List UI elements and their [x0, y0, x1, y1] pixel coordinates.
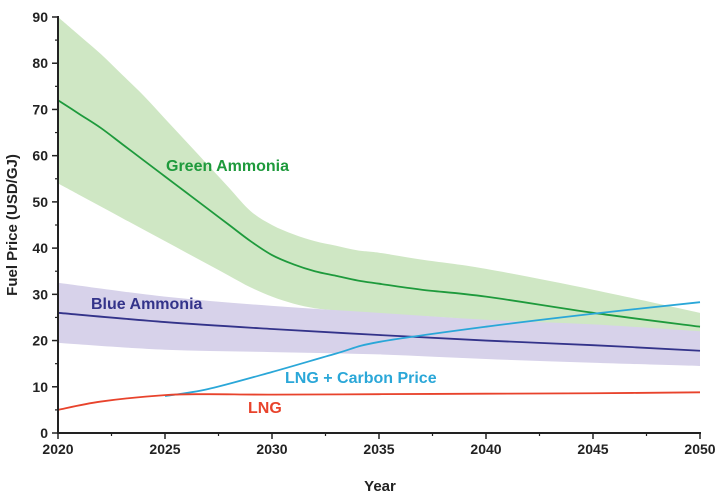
band-blue-ammonia	[58, 282, 700, 366]
x-tick-label: 2050	[684, 441, 715, 457]
y-tick-label: 10	[32, 379, 48, 395]
uncertainty-bands	[58, 17, 700, 366]
series-label-lng: LNG	[248, 400, 282, 417]
y-tick-label: 40	[32, 240, 48, 256]
line-green-ammonia	[57, 99, 701, 328]
line-lng	[57, 391, 701, 411]
series-label-lng-carbon-price: LNG + Carbon Price	[285, 370, 437, 387]
y-tick-label: 50	[32, 194, 48, 210]
x-tick-label: 2025	[149, 441, 180, 457]
series-label-blue-ammonia: Blue Ammonia	[91, 296, 203, 313]
y-tick-label: 0	[40, 425, 48, 441]
y-axis-title: Fuel Price (USD/GJ)	[4, 154, 21, 296]
axes: 2020 2025 2030 2035 2040 2045 2050 01020304050…	[32, 9, 715, 457]
x-axis-title: Year	[364, 478, 396, 495]
y-tick-label: 20	[32, 333, 48, 349]
y-tick-label: 90	[32, 9, 48, 25]
x-tick-label: 2020	[42, 441, 73, 457]
y-tick-label: 60	[32, 148, 48, 164]
band-green-ammonia	[58, 17, 700, 341]
x-tick-label: 2045	[577, 441, 608, 457]
y-tick-label: 80	[32, 55, 48, 71]
y-tick-label: 70	[32, 101, 48, 117]
line-blue-ammonia	[57, 311, 701, 352]
x-tick-label: 2040	[470, 441, 501, 457]
y-tick-label: 30	[32, 286, 48, 302]
x-tick-label: 2035	[363, 441, 394, 457]
x-ticks: 2020 2025 2030 2035 2040 2045 2050	[42, 433, 716, 457]
series-label-green-ammonia: Green Ammonia	[166, 158, 289, 175]
line-lng-carbon-price	[164, 301, 701, 397]
y-ticks: 0 10 20 30 40 50 60 70 80 90	[32, 9, 58, 441]
series-lines	[57, 99, 701, 411]
x-tick-label: 2030	[256, 441, 287, 457]
